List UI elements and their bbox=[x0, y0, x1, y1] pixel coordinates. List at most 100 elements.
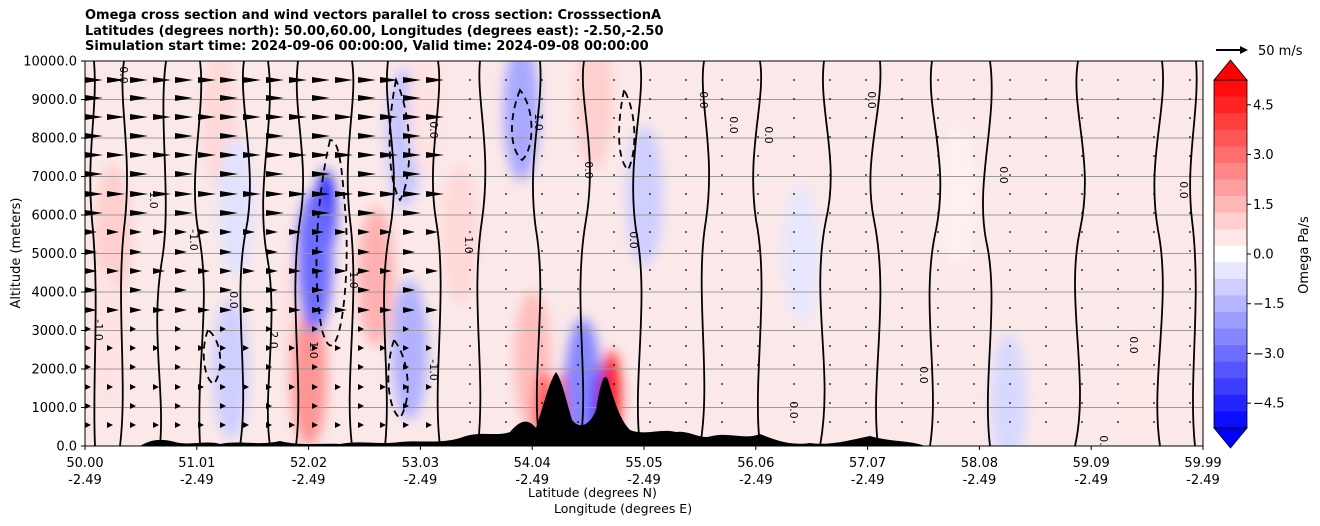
wind-vector bbox=[335, 152, 353, 158]
wind-vector bbox=[685, 250, 687, 252]
wind-vector bbox=[577, 288, 579, 290]
wind-vector bbox=[649, 345, 651, 347]
wind-vector bbox=[757, 193, 759, 195]
wind-vector bbox=[829, 212, 831, 214]
wind-vector bbox=[1117, 98, 1119, 100]
y-tick-label: 7000.0 bbox=[32, 170, 78, 185]
wind-vector bbox=[973, 136, 975, 138]
wind-vector bbox=[1045, 402, 1047, 404]
wind-vector bbox=[577, 79, 579, 81]
omega-field-blob bbox=[503, 61, 540, 182]
y-tick-label: 3000.0 bbox=[32, 324, 78, 339]
wind-vector bbox=[793, 193, 795, 195]
wind-vector bbox=[175, 364, 181, 370]
wind-vector bbox=[577, 364, 579, 366]
wind-vector bbox=[541, 98, 543, 100]
wind-vector bbox=[721, 402, 723, 404]
wind-vector bbox=[1153, 231, 1155, 233]
contour-label: 0.0 bbox=[627, 231, 640, 249]
wind-vector bbox=[829, 231, 831, 233]
wind-vector bbox=[973, 288, 975, 290]
wind-vector bbox=[312, 77, 330, 83]
wind-vector bbox=[685, 402, 687, 404]
wind-vector bbox=[577, 136, 579, 138]
wind-vector bbox=[175, 171, 193, 177]
wind-vector bbox=[1081, 174, 1083, 176]
wind-vector bbox=[613, 250, 615, 252]
wind-vector bbox=[220, 422, 226, 428]
wind-vector bbox=[649, 288, 651, 290]
wind-vector bbox=[198, 384, 204, 390]
wind-vector bbox=[130, 191, 148, 197]
wind-vector bbox=[937, 174, 939, 176]
wind-vector bbox=[220, 307, 232, 313]
wind-vector bbox=[85, 268, 97, 274]
contour-label: 0.0 bbox=[227, 291, 240, 309]
quiver-key: 50 m/s bbox=[1216, 44, 1303, 59]
contour-line bbox=[1153, 61, 1164, 446]
wind-vector bbox=[289, 229, 301, 235]
wind-vector bbox=[649, 98, 651, 100]
wind-vector bbox=[130, 403, 136, 409]
contour-label: 0.0 bbox=[997, 166, 1010, 184]
omega-field-blob bbox=[357, 206, 394, 347]
wind-vector bbox=[220, 133, 238, 139]
wind-vector bbox=[220, 95, 238, 101]
x-tick-label-lon: -2.49 bbox=[515, 473, 549, 488]
wind-vector bbox=[1117, 231, 1119, 233]
x-tick-label-lat: 58.08 bbox=[961, 456, 998, 471]
wind-vector bbox=[426, 307, 438, 313]
wind-vector bbox=[426, 345, 432, 351]
contour-line-negative bbox=[511, 88, 533, 162]
contour-label: 0.0 bbox=[427, 121, 440, 139]
wind-vector bbox=[829, 174, 831, 176]
wind-vector bbox=[973, 364, 975, 366]
wind-vector bbox=[380, 307, 392, 313]
wind-vector bbox=[266, 191, 284, 197]
wind-vector bbox=[1009, 402, 1011, 404]
wind-vector bbox=[380, 345, 386, 351]
wind-vector bbox=[1009, 421, 1011, 423]
wind-vector bbox=[865, 345, 867, 347]
wind-vector bbox=[289, 307, 301, 313]
wind-vector bbox=[901, 307, 903, 309]
wind-vector bbox=[403, 287, 415, 293]
wind-vector bbox=[175, 422, 181, 428]
wind-vector bbox=[1009, 136, 1011, 138]
wind-vector bbox=[289, 345, 295, 351]
wind-vector bbox=[685, 345, 687, 347]
wind-vector bbox=[426, 422, 432, 428]
omega-field-blob bbox=[89, 268, 126, 409]
wind-vector bbox=[312, 152, 330, 158]
wind-vector bbox=[312, 171, 330, 177]
wind-vector bbox=[266, 384, 272, 390]
wind-vector bbox=[85, 133, 103, 139]
wind-vector bbox=[130, 114, 148, 120]
wind-vector bbox=[793, 383, 795, 385]
colorbar-segment bbox=[1214, 328, 1247, 346]
wind-vector bbox=[266, 249, 278, 255]
wind-vector bbox=[469, 117, 471, 119]
colorbar-segment bbox=[1214, 229, 1247, 247]
wind-vector bbox=[901, 250, 903, 252]
wind-vector bbox=[829, 269, 831, 271]
wind-vector bbox=[1117, 79, 1119, 81]
wind-vector bbox=[973, 250, 975, 252]
wind-vector bbox=[1117, 136, 1119, 138]
wind-vector bbox=[469, 250, 471, 252]
wind-vector bbox=[721, 231, 723, 233]
wind-vector bbox=[1117, 193, 1119, 195]
wind-vector bbox=[937, 212, 939, 214]
wind-vector bbox=[198, 307, 210, 313]
wind-vector bbox=[85, 77, 103, 83]
wind-vector bbox=[793, 326, 795, 328]
wind-vector bbox=[1045, 383, 1047, 385]
wind-vector bbox=[577, 326, 579, 328]
wind-vector bbox=[335, 422, 341, 428]
wind-vector bbox=[1045, 307, 1047, 309]
wind-vector bbox=[198, 114, 216, 120]
wind-vector bbox=[1009, 98, 1011, 100]
wind-vector bbox=[403, 77, 421, 83]
wind-vector bbox=[175, 287, 187, 293]
wind-vector bbox=[312, 210, 330, 216]
